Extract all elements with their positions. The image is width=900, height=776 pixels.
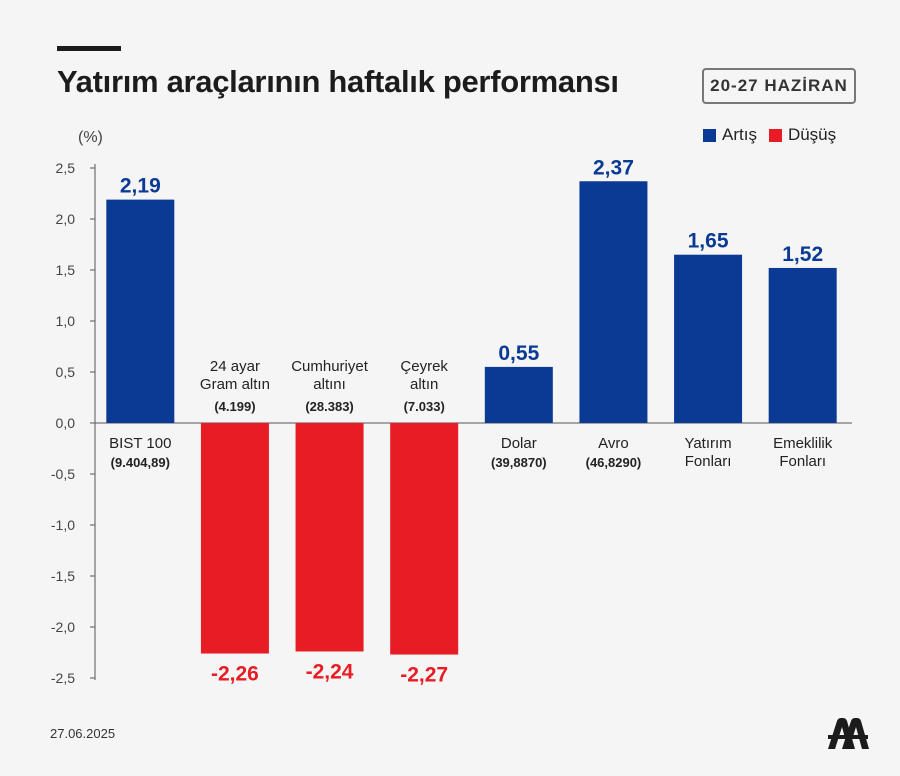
y-tick-label: -2,5: [51, 670, 75, 686]
legend-swatch-decrease: [768, 128, 782, 142]
category-sublabel: (4.199): [214, 399, 255, 414]
legend-item-increase: Artış: [703, 125, 757, 145]
y-tick-label: 2,0: [56, 211, 76, 227]
bar-value-label: -2,24: [306, 660, 354, 683]
legend-swatch-increase: [703, 128, 716, 142]
bar-value-label: 2,19: [120, 175, 161, 198]
bar: [106, 199, 175, 423]
bar: [768, 267, 837, 423]
y-tick-label: 0,0: [56, 415, 76, 431]
legend-label-increase: Artış: [722, 125, 757, 144]
y-tick-label: 2,5: [56, 160, 76, 176]
category-sublabel: (9.404,89): [111, 455, 170, 470]
category-label: altın: [410, 376, 438, 393]
category-sublabel: (7.033): [404, 399, 445, 414]
legend-label-decrease: Düşüş: [787, 125, 837, 144]
bar: [200, 423, 269, 654]
bar: [579, 181, 648, 423]
y-tick-label: 0,5: [56, 364, 76, 380]
title-accent-rule: [57, 46, 121, 51]
legend-item-decrease: Düşüş: [768, 125, 837, 145]
category-label: Fonları: [779, 453, 826, 470]
y-axis-unit-label: (%): [78, 129, 103, 146]
bar-value-label: 1,52: [782, 243, 823, 266]
category-label: 24 ayar: [210, 358, 260, 375]
category-label: BIST 100: [109, 435, 171, 452]
category-label: altını: [313, 376, 346, 393]
bar: [674, 254, 743, 423]
bar-value-label: 2,37: [593, 156, 634, 179]
category-label: Fonları: [685, 453, 732, 470]
y-tick-label: -2,0: [51, 619, 75, 635]
page-title: Yatırım araçlarının haftalık performansı: [57, 64, 619, 99]
y-tick-label: -1,0: [51, 517, 75, 533]
category-label: Gram altın: [200, 376, 270, 393]
category-label: Çeyrek: [400, 358, 448, 375]
category-sublabel: (39,8870): [491, 455, 547, 470]
y-tick-label: 1,0: [56, 313, 76, 329]
bar-value-label: 0,55: [498, 342, 539, 365]
y-tick-label: 1,5: [56, 262, 76, 278]
bar: [295, 423, 364, 652]
bar-value-label: -2,26: [211, 663, 259, 686]
aa-logo-icon: [828, 718, 869, 749]
category-label: Emeklilik: [773, 435, 833, 452]
y-tick-label: -0,5: [51, 466, 75, 482]
legend: Artış Düşüş: [703, 125, 848, 145]
category-sublabel: (28.383): [305, 399, 353, 414]
category-sublabel: (46,8290): [586, 455, 642, 470]
bar: [484, 366, 553, 423]
bar-value-label: 1,65: [688, 230, 729, 253]
category-label: Cumhuriyet: [291, 358, 369, 375]
bar: [390, 423, 459, 655]
date-range-badge: 20-27 HAZİRAN: [702, 68, 856, 104]
publish-date: 27.06.2025: [50, 726, 116, 741]
y-tick-label: -1,5: [51, 568, 75, 584]
category-label: Dolar: [501, 435, 537, 452]
category-label: Yatırım: [684, 435, 731, 452]
category-label: Avro: [598, 435, 629, 452]
bar-value-label: -2,27: [400, 664, 448, 687]
